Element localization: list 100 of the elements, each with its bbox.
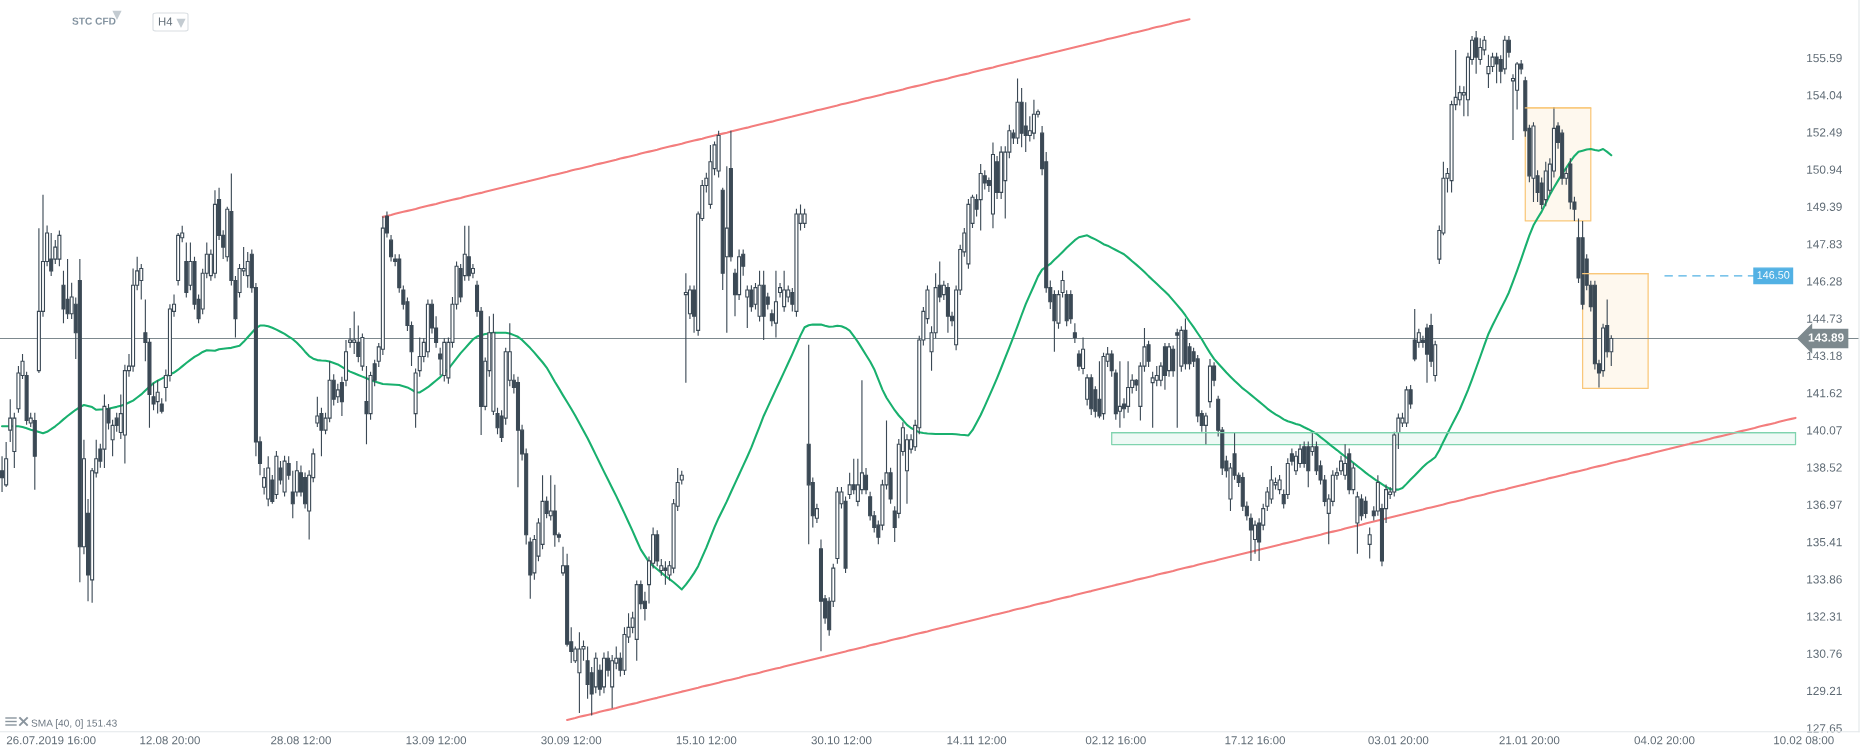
annotation: H4 — [158, 17, 173, 26]
x-tick-label: 30.10 12:00 — [811, 736, 872, 745]
x-tick-label: 28.08 12:00 — [271, 736, 331, 745]
candlestick — [1404, 385, 1409, 428]
x-tick-label: 03.01 20:00 — [1368, 736, 1429, 745]
candlestick — [716, 130, 721, 179]
y-tick-label: 133.86 — [1807, 575, 1842, 584]
y-tick-label: 135.41 — [1807, 537, 1842, 547]
ref-line-label: 143.89 — [1808, 333, 1844, 342]
x-tick-label: 30.09 12:00 — [541, 736, 602, 745]
candlestick — [425, 298, 430, 359]
y-tick-label: 149.39 — [1807, 202, 1842, 211]
candlestick — [1474, 30, 1479, 75]
candlestick — [601, 651, 606, 694]
candlestick — [389, 234, 394, 263]
annotation: SMA [40, 0] 151.43 — [31, 719, 117, 729]
candlestick — [1494, 52, 1499, 84]
y-tick-label: 147.83 — [1807, 240, 1842, 249]
candlestick — [683, 272, 688, 384]
candlestick — [184, 241, 189, 299]
candlestick — [4, 441, 9, 488]
x-tick-label: 02.12 16:00 — [1085, 736, 1146, 745]
candlestick — [1355, 491, 1360, 555]
candlestick — [77, 258, 82, 583]
line-series — [566, 416, 1797, 721]
candlestick — [1347, 448, 1352, 495]
candlestick — [466, 225, 471, 282]
candlestick — [761, 270, 766, 341]
y-tick-label: 136.97 — [1807, 500, 1842, 509]
candlestick — [1031, 99, 1036, 140]
x-tick-label: 12.08 20:00 — [140, 736, 200, 745]
candlestick — [806, 344, 811, 545]
y-tick-label: 141.62 — [1807, 388, 1842, 398]
candlestick — [274, 450, 279, 500]
x-tick-label: 21.01 20:00 — [1499, 736, 1560, 745]
candlestick — [802, 208, 807, 229]
y-tick-label: 154.04 — [1807, 91, 1842, 100]
candlestick — [155, 379, 160, 415]
candlestick — [1207, 358, 1213, 409]
candlestick — [990, 141, 995, 229]
candlestick — [708, 144, 713, 210]
candlestick — [663, 560, 668, 586]
candlestick — [773, 270, 778, 339]
y-tick-label: 152.49 — [1807, 128, 1842, 137]
candlestick — [1072, 322, 1077, 344]
x-tick-label: 17.12 16:00 — [1225, 736, 1286, 745]
candlestick — [65, 258, 70, 320]
candlestick — [515, 376, 521, 488]
candlestick — [102, 393, 107, 469]
x-tick-label: 15.10 12:00 — [676, 736, 737, 745]
candlestick — [1486, 54, 1491, 89]
y-tick-label: 146.28 — [1807, 277, 1842, 286]
x-tick-label: 14.11 12:00 — [947, 736, 1007, 745]
candlestick — [212, 189, 218, 279]
x-tick-label: 26.07.2019 16:00 — [6, 736, 96, 745]
candlestick — [442, 337, 447, 382]
candlestick — [1175, 328, 1180, 429]
y-tick-label: 144.73 — [1807, 314, 1842, 323]
candlestick — [782, 270, 787, 313]
candlestick — [945, 282, 950, 334]
candlestick — [745, 284, 750, 329]
candlestick — [1089, 373, 1094, 416]
candlestick — [1203, 412, 1208, 445]
candlestick — [1580, 220, 1585, 311]
candlestick — [794, 208, 799, 318]
candlestick — [266, 455, 271, 507]
candlestick — [1543, 161, 1548, 207]
annotation: STC CFD — [72, 17, 116, 25]
candlestick — [577, 631, 582, 714]
x-tick-label: 04.02 20:00 — [1634, 736, 1695, 745]
candlestick — [245, 251, 250, 289]
candlestick — [1367, 526, 1372, 560]
line-series — [1, 147, 1613, 591]
y-tick-label: 129.21 — [1807, 686, 1842, 696]
candlestick — [818, 538, 824, 652]
x-tick-label: 10.02 08:00 — [1774, 736, 1834, 745]
candlestick — [835, 486, 840, 565]
y-tick-label: 138.52 — [1807, 463, 1842, 472]
candlestick — [634, 580, 639, 662]
candlestick — [1531, 121, 1536, 203]
data-label: 146.50 — [1757, 271, 1790, 279]
line-series — [381, 18, 1191, 218]
candlestick — [1015, 77, 1020, 145]
candlestick — [1396, 413, 1401, 450]
y-tick-label: 143.18 — [1807, 351, 1842, 360]
candlestick — [32, 412, 37, 491]
candlestick — [1081, 336, 1086, 375]
y-tick-label: 150.94 — [1807, 165, 1842, 174]
candlestick — [1412, 308, 1417, 362]
y-tick-label: 127.65 — [1807, 724, 1842, 733]
y-tick-label: 130.76 — [1807, 649, 1842, 658]
candlestick — [966, 198, 971, 270]
candlestick — [1117, 360, 1122, 429]
candlestick — [1392, 431, 1397, 498]
y-tick-label: 140.07 — [1807, 426, 1842, 435]
candlestick — [57, 229, 62, 267]
candlestick — [978, 163, 983, 232]
candlestick — [1162, 342, 1167, 391]
y-tick-label: 132.31 — [1807, 612, 1842, 621]
y-tick-label: 155.59 — [1807, 53, 1842, 63]
